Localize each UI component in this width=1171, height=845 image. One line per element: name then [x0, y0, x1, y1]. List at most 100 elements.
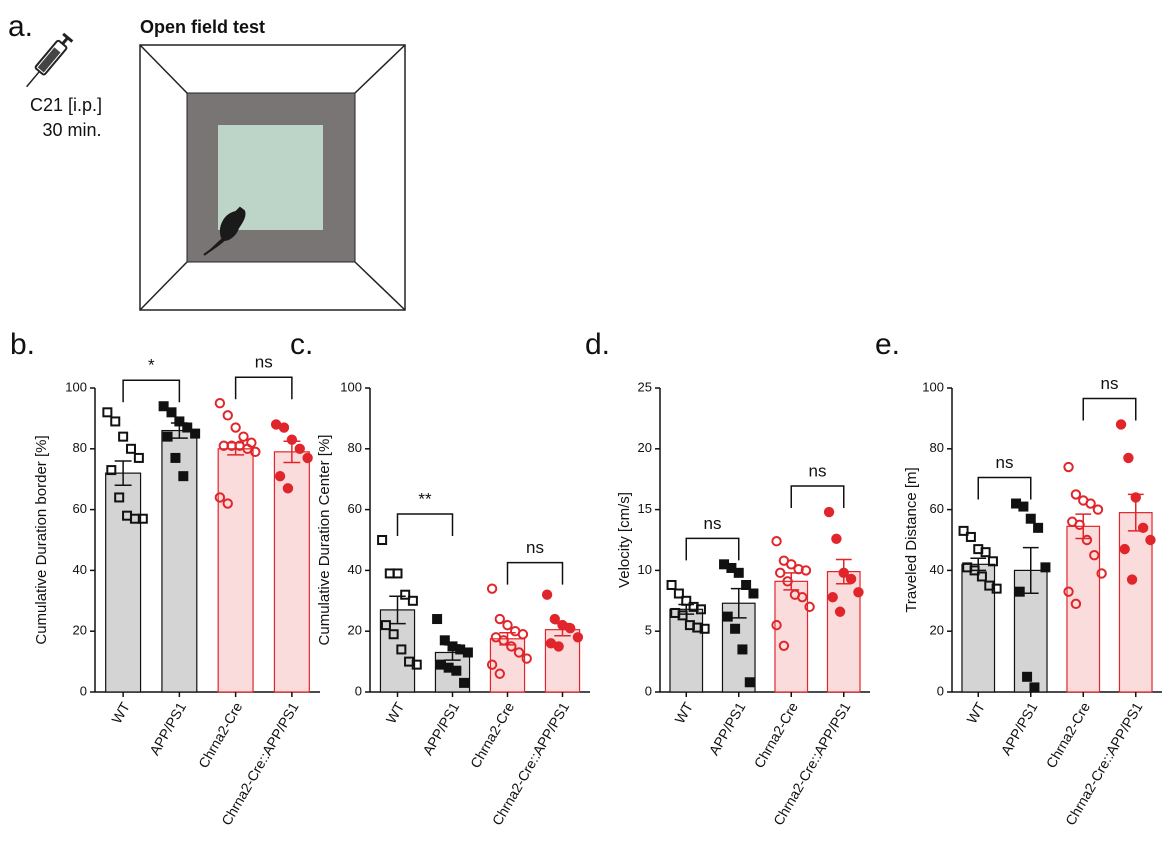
- data-point: [230, 422, 241, 433]
- data-point: [282, 483, 294, 494]
- bar: [961, 563, 996, 693]
- data-point: [733, 567, 744, 578]
- significance-label: ns: [809, 462, 827, 481]
- y-tick-label: 0: [80, 683, 87, 698]
- data-point: [778, 640, 790, 651]
- data-point: [1096, 568, 1107, 579]
- y-tick-label: 100: [65, 379, 87, 394]
- data-point: [377, 535, 388, 545]
- data-point: [294, 443, 305, 454]
- y-tick-label: 80: [930, 440, 944, 455]
- x-tick-label: APP/PS1: [706, 699, 749, 758]
- y-axis-label: Cumulative Duration border [%]: [33, 435, 50, 644]
- bar: [774, 580, 809, 693]
- data-point: [126, 443, 136, 454]
- data-point: [114, 492, 125, 503]
- data-point: [1137, 522, 1149, 534]
- data-point: [831, 533, 842, 544]
- x-tick-label: WT: [963, 699, 988, 726]
- significance-bracket: [234, 376, 293, 400]
- y-tick-label: 100: [340, 379, 362, 394]
- x-tick-label: Chrna2-Cre: [751, 699, 802, 771]
- y-tick-label: 0: [937, 683, 944, 698]
- y-tick-label: 20: [638, 440, 652, 455]
- injection-text: C21 [i.p.]: [30, 95, 102, 115]
- data-point: [1025, 513, 1036, 524]
- data-point: [980, 547, 991, 558]
- data-point: [513, 647, 525, 658]
- arena-title: Open field test: [140, 17, 265, 37]
- data-point: [222, 498, 233, 509]
- data-point: [771, 619, 782, 631]
- x-tick-label: WT: [108, 699, 133, 726]
- y-tick-label: 60: [348, 501, 362, 516]
- data-point: [178, 471, 189, 482]
- significance-label: ns: [255, 353, 273, 372]
- data-point: [502, 619, 513, 631]
- data-point: [853, 587, 864, 598]
- data-point: [1018, 501, 1029, 512]
- data-point: [827, 591, 838, 603]
- data-point: [133, 452, 144, 463]
- data-point: [1063, 586, 1074, 597]
- data-point: [553, 641, 564, 652]
- y-tick-label: 40: [348, 562, 362, 577]
- data-point: [737, 644, 748, 655]
- data-point: [137, 513, 148, 524]
- significance-label: ns: [704, 514, 722, 533]
- data-point: [976, 571, 987, 582]
- data-point: [804, 601, 815, 613]
- data-point: [797, 591, 808, 603]
- data-point: [1070, 489, 1082, 500]
- data-point: [166, 407, 177, 418]
- significance-bracket: [396, 513, 454, 536]
- data-point: [432, 614, 443, 625]
- data-point: [1145, 534, 1156, 546]
- data-point: [1029, 682, 1040, 693]
- data-point: [1089, 550, 1100, 561]
- y-tick-label: 100: [922, 379, 944, 394]
- data-point: [486, 583, 498, 594]
- data-point: [695, 604, 706, 615]
- data-point: [666, 579, 677, 590]
- data-point: [392, 568, 403, 579]
- data-point: [744, 677, 755, 688]
- bar: [1066, 525, 1101, 693]
- data-point: [278, 422, 290, 433]
- data-point: [673, 588, 684, 599]
- panel-label: c.: [290, 328, 313, 361]
- y-tick-label: 40: [930, 562, 944, 577]
- y-tick-label: 20: [73, 623, 87, 638]
- data-point: [486, 659, 498, 670]
- y-axis-label: Velocity [cm/s]: [616, 492, 633, 588]
- x-tick-label: APP/PS1: [998, 699, 1041, 758]
- y-tick-label: 0: [645, 683, 652, 698]
- data-point: [388, 629, 399, 640]
- panel-label: a.: [8, 10, 33, 43]
- y-tick-label: 5: [645, 623, 652, 638]
- x-tick-label: Chrna2-Cre: [1043, 699, 1094, 771]
- significance-label: ns: [526, 538, 544, 557]
- data-point: [1085, 498, 1096, 509]
- data-point: [1014, 586, 1025, 597]
- arena: [139, 44, 406, 311]
- data-point: [182, 422, 193, 433]
- data-point: [517, 629, 529, 640]
- data-point: [987, 556, 998, 567]
- injection-text: 30 min.: [42, 120, 101, 140]
- panel-label: b.: [10, 328, 35, 361]
- y-tick-label: 15: [638, 501, 652, 516]
- data-point: [823, 506, 835, 518]
- data-point: [407, 595, 418, 606]
- data-point: [162, 431, 173, 442]
- significance-bracket: [685, 537, 740, 561]
- data-point: [411, 659, 422, 670]
- data-point: [1033, 522, 1044, 533]
- y-axis-label: Cumulative Duration Center [%]: [316, 435, 333, 646]
- data-point: [549, 613, 560, 625]
- data-point: [730, 623, 741, 634]
- significance-label: ns: [1101, 374, 1119, 393]
- data-point: [1119, 543, 1130, 555]
- data-point: [380, 620, 391, 631]
